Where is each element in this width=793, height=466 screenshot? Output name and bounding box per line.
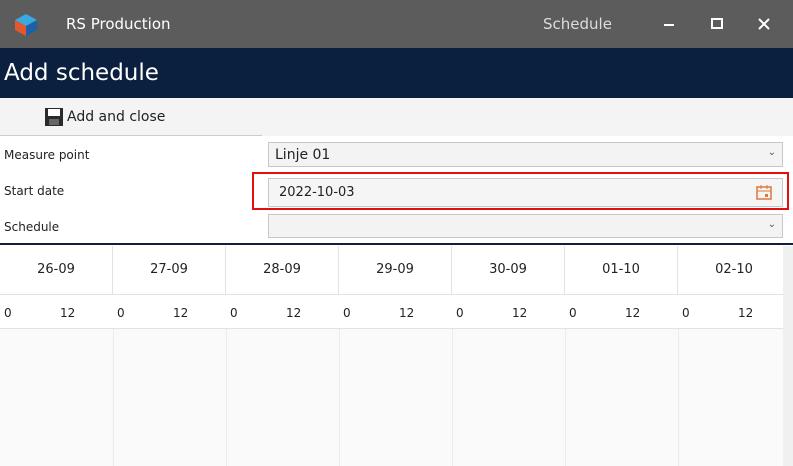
chevron: ⌄	[767, 147, 776, 158]
page-title: Add schedule	[4, 60, 159, 86]
select-value: Linje 01	[275, 147, 331, 163]
column-line	[226, 329, 227, 466]
hour-label: 12	[625, 306, 641, 320]
measure-point-select[interactable]: Linje 01 ⌄	[268, 142, 783, 167]
chevron: ⌄	[767, 219, 776, 230]
timeline: 26-09 0 12 27-09 0 12 28-09 0 12 29-09 0 12 30-09 0 12…	[0, 246, 792, 466]
day-label: 27-09	[113, 246, 226, 294]
highlight-box	[252, 172, 789, 210]
day-label: 30-09	[452, 246, 565, 294]
header: Add schedule	[0, 48, 793, 98]
divider	[0, 135, 262, 136]
hour-label: 12	[512, 306, 528, 320]
field-label: Measure point	[4, 148, 90, 162]
hour-label: 0	[117, 306, 125, 320]
hour-label: 0	[569, 306, 577, 320]
hour-label: 0	[682, 306, 690, 320]
hour-label: 0	[4, 306, 12, 320]
schedule-select[interactable]: ⌄	[268, 214, 783, 238]
hour-label: 0	[456, 306, 464, 320]
field-label: Schedule	[4, 220, 60, 234]
title-bar: RS Production Schedule	[0, 0, 793, 48]
day-label: 29-09	[339, 246, 452, 294]
day-label: 28-09	[226, 246, 339, 294]
toolbar: Add and close	[0, 98, 793, 136]
day-label: 01-10	[565, 246, 678, 294]
divider	[0, 243, 793, 245]
scrollbar[interactable]	[783, 246, 793, 466]
column-line	[565, 329, 566, 466]
column-line	[452, 329, 453, 466]
button-label: Add and close	[67, 109, 166, 125]
row-line	[0, 294, 783, 295]
hour-label: 12	[399, 306, 415, 320]
app-icon	[15, 14, 37, 36]
hour-label: 12	[60, 306, 76, 320]
hour-label: 12	[738, 306, 754, 320]
start-date-input[interactable]: 2022-10-03	[268, 178, 783, 207]
hour-label: 12	[286, 306, 302, 320]
field-label: Start date	[4, 184, 65, 198]
app-name: RS Production	[66, 15, 171, 33]
save-icon	[45, 108, 63, 126]
calendar-icon[interactable]	[756, 184, 772, 200]
date-value: 2022-10-03	[279, 185, 355, 200]
hour-label: 0	[230, 306, 238, 320]
hour-label: 12	[173, 306, 189, 320]
add-and-close-button[interactable]: Add and close	[44, 106, 165, 128]
window-controls[interactable]	[660, 14, 780, 34]
timeline-body	[0, 329, 783, 466]
window-title: Schedule	[543, 15, 612, 33]
day-label: 02-10	[678, 246, 791, 294]
hour-label: 0	[343, 306, 351, 320]
column-line	[678, 329, 679, 466]
column-line	[339, 329, 340, 466]
row-line	[0, 328, 783, 329]
column-line	[113, 329, 114, 466]
day-label: 26-09	[0, 246, 113, 294]
